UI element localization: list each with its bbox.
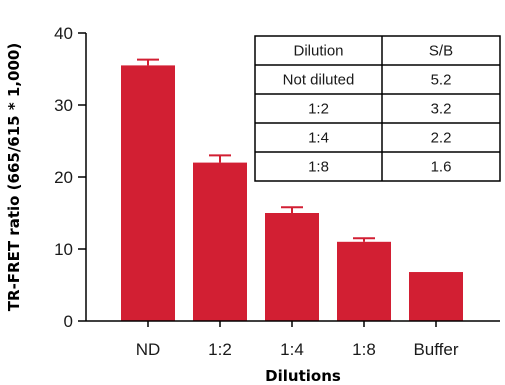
table-cell-dilution-1: Not diluted: [283, 72, 355, 89]
data-table: Dilution S/B Not diluted 5.2 1:2 3.2 1:4 2.2 1:8…: [254, 35, 501, 182]
bar-1: [193, 162, 247, 321]
table-cell-dilution-4: 1:8: [308, 159, 329, 176]
y-tick-label-0: 0: [64, 312, 73, 331]
x-tick-label-2: 1:4: [280, 340, 304, 359]
y-tick-label-3: 30: [54, 96, 73, 115]
x-tick-label-4: Buffer: [413, 340, 458, 359]
table-cell-sb-1: 5.2: [431, 72, 452, 89]
table-header-sb: S/B: [429, 43, 453, 60]
x-tick-label-0: ND: [136, 340, 161, 359]
bars-group: [121, 58, 463, 322]
table-border: [254, 35, 501, 182]
y-tick-label-2: 20: [54, 168, 73, 187]
table-cell-sb-4: 1.6: [431, 159, 452, 176]
table-header-dilution: Dilution: [293, 43, 343, 60]
table-cell-sb-2: 3.2: [431, 101, 452, 118]
x-axis-title: Dilutions: [265, 367, 341, 385]
ticks-group: ND 1:2 1:4 1:8 Buffer 0 10 20 30 40: [54, 24, 459, 359]
x-tick-label-3: 1:8: [352, 340, 376, 359]
x-tick-label-1: 1:2: [208, 340, 232, 359]
bar-3: [337, 241, 391, 321]
y-tick-label-1: 10: [54, 240, 73, 259]
bar-0: [121, 65, 175, 322]
table-cell-sb-3: 2.2: [431, 130, 452, 147]
bar-2: [265, 213, 319, 321]
table-cell-dilution-2: 1:2: [308, 101, 329, 118]
y-tick-label-4: 40: [54, 24, 73, 43]
table-cell-dilution-3: 1:4: [308, 130, 329, 147]
bar-4: [409, 272, 463, 321]
y-axis-title: TR-FRET ratio (665/615 * 1,000): [5, 43, 23, 311]
